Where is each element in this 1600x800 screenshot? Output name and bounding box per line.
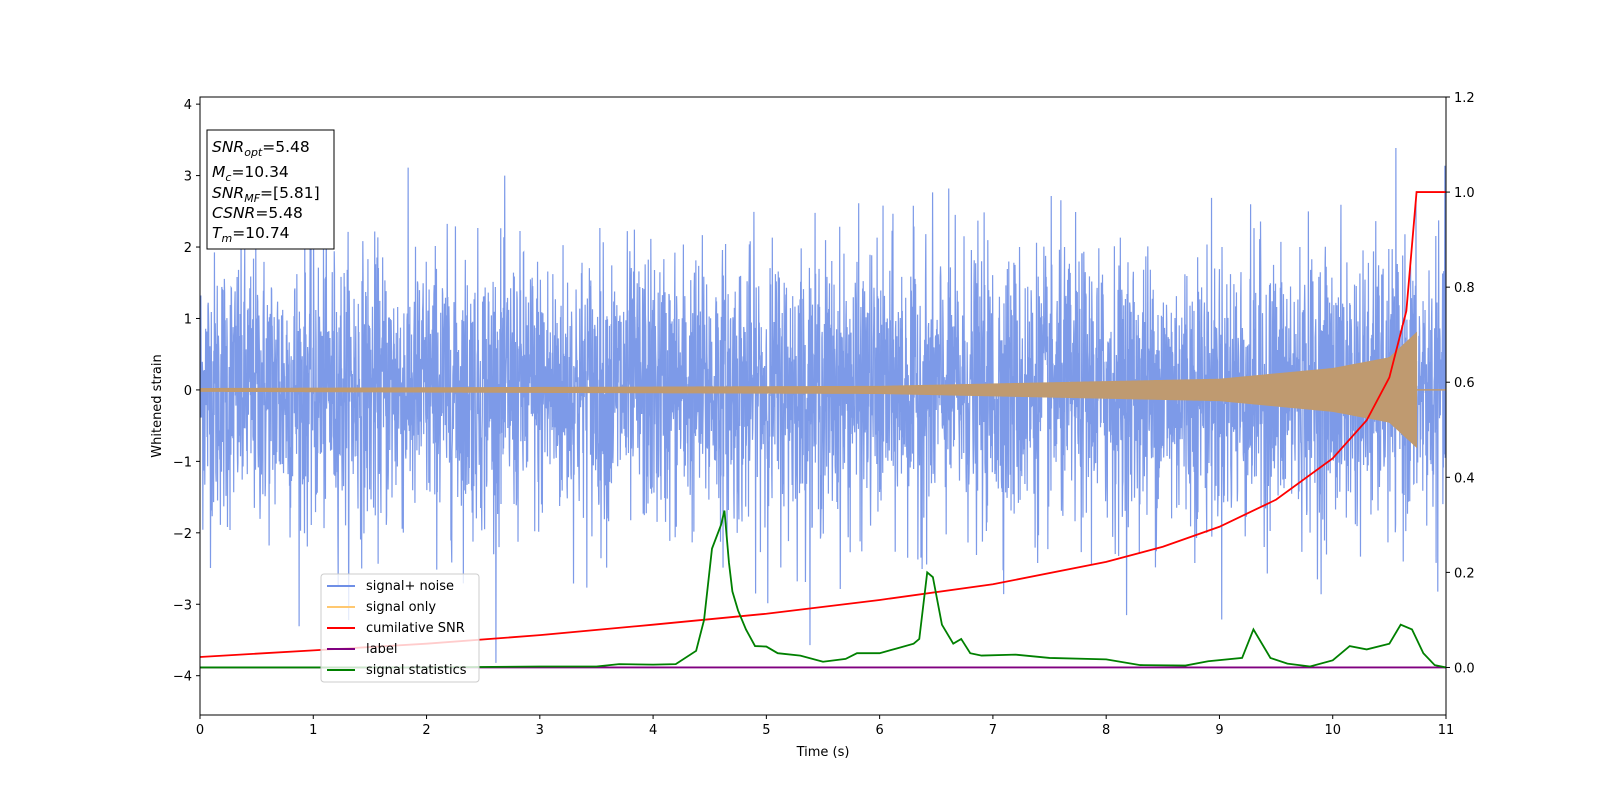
- x-tick-label: 2: [422, 723, 430, 738]
- y-tick-label: 1: [184, 312, 192, 327]
- stat-snr-opt: SNRopt=5.48: [212, 138, 310, 159]
- y-tick-label: 0: [184, 384, 192, 399]
- legend-frame: [320, 573, 480, 683]
- y-axis-right: 0.0 0.2 0.4 0.6 0.8 1.0 1.2: [1446, 91, 1475, 676]
- x-tick-label: 7: [989, 723, 997, 738]
- y-axis-label: Whitened strain: [150, 354, 165, 457]
- legend-entry: label: [366, 642, 397, 657]
- y2-tick-label: 0.6: [1454, 376, 1475, 391]
- stat-mc: Mc=10.34: [212, 163, 289, 184]
- y-tick-label: 2: [184, 241, 192, 256]
- x-tick-label: 5: [762, 723, 770, 738]
- stats-box: SNRopt=5.48 Mc=10.34 SNRMF=[5.81] CSNR=5…: [206, 129, 335, 250]
- y2-tick-label: 1.2: [1454, 91, 1475, 106]
- y-tick-label: −2: [173, 527, 192, 542]
- y-tick-label: 4: [184, 98, 192, 113]
- y-axis-left: −4 −3 −2 −1 0 1 2 3 4: [173, 98, 200, 685]
- y2-tick-label: 0.8: [1454, 281, 1475, 296]
- y-tick-label: −4: [173, 670, 192, 685]
- y-tick-label: −1: [173, 455, 192, 470]
- legend: signal+ noise signal only cumilative SNR la…: [320, 573, 480, 683]
- y2-tick-label: 1.0: [1454, 186, 1475, 201]
- y2-tick-label: 0.0: [1454, 661, 1475, 676]
- cumulative-snr-series: [200, 191, 1446, 658]
- axes-frame: [199, 96, 1447, 716]
- stat-csnr: CSNR=5.48: [212, 204, 303, 222]
- x-tick-label: 10: [1324, 723, 1341, 738]
- x-axis-label: Time (s): [796, 745, 850, 760]
- x-tick-label: 4: [649, 723, 657, 738]
- stat-snr-mf: SNRMF=[5.81]: [212, 184, 320, 205]
- y-tick-label: 3: [184, 170, 192, 185]
- legend-entry: signal+ noise: [366, 579, 454, 594]
- x-tick-label: 9: [1215, 723, 1223, 738]
- signal-statistics-line: [200, 510, 1446, 669]
- x-tick-label: 1: [309, 723, 317, 738]
- cumulative-snr-line: [200, 191, 1446, 658]
- plot-area: [200, 148, 1446, 669]
- x-tick-label: 0: [196, 723, 204, 738]
- legend-entry: signal only: [366, 600, 436, 615]
- signal-statistics-series: [200, 510, 1446, 669]
- signal-only-series: [200, 331, 1446, 449]
- signal-only-band: [200, 331, 1418, 449]
- stat-tm: Tm=10.74: [212, 224, 290, 245]
- x-tick-label: 11: [1438, 723, 1455, 738]
- y2-tick-label: 0.4: [1454, 471, 1475, 486]
- x-tick-label: 8: [1102, 723, 1110, 738]
- x-tick-label: 6: [875, 723, 883, 738]
- stats-box-frame: [206, 129, 335, 250]
- x-tick-label: 3: [536, 723, 544, 738]
- y2-tick-label: 0.2: [1454, 566, 1475, 581]
- y-tick-label: −3: [173, 598, 192, 613]
- legend-entry: cumilative SNR: [366, 621, 465, 636]
- x-axis: 0 1 2 3 4 5 6 7 8 9 10 11: [196, 715, 1454, 738]
- legend-entry: signal statistics: [366, 663, 467, 678]
